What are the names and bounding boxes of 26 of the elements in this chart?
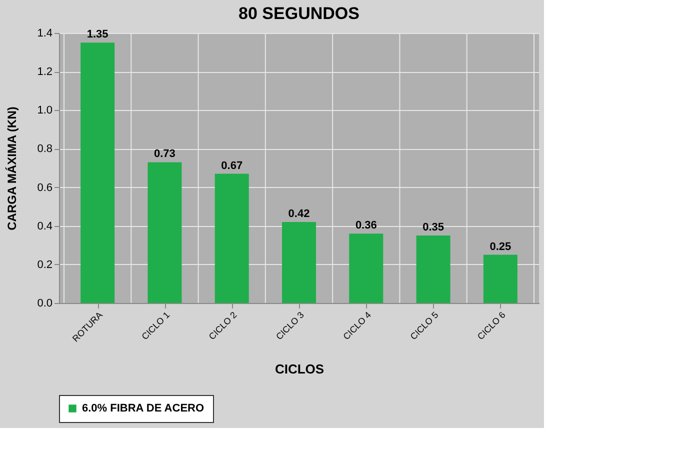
bar [349,234,384,303]
y-tick-label: 0.6 [37,182,52,194]
data-label: 0.35 [422,222,444,234]
chart-title: 80 SEGUNDOS [238,4,360,23]
bar [80,42,115,303]
data-label: 1.35 [86,28,108,41]
y-tick-label: 1.0 [37,104,52,117]
bar [483,254,518,303]
y-tick-label: 0.0 [37,298,52,310]
y-tick-label: 0.4 [37,220,52,232]
data-label: 0.73 [154,148,176,160]
y-axis-title: CARGA MÁXIMA (KN) [5,106,20,230]
x-axis-title: CICLOS [274,362,324,377]
data-label: 0.42 [288,208,310,220]
y-tick-label: 1.4 [37,28,52,40]
y-tick-label: 1.2 [37,66,52,78]
bar [416,236,450,303]
bar [148,162,182,303]
bar [214,174,249,303]
data-label: 0.25 [490,240,512,253]
data-label: 0.36 [355,220,377,232]
legend-label: 6.0% FIBRA DE ACERO [82,402,204,414]
y-tick-label: 0.8 [37,143,52,156]
data-label: 0.67 [221,160,243,172]
y-tick-label: 0.2 [37,258,52,271]
bar [282,222,316,303]
